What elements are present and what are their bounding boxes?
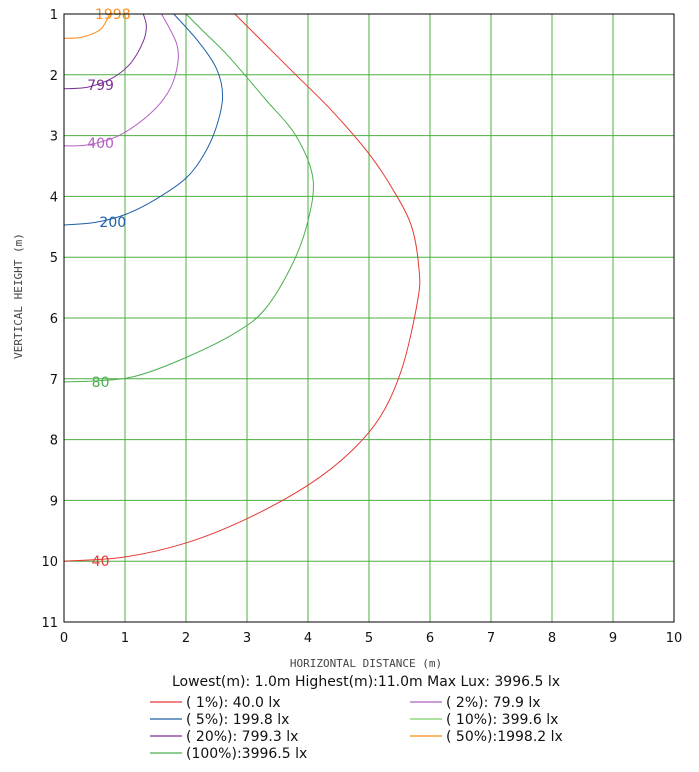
y-tick-label: 2 — [50, 69, 58, 84]
y-tick-label: 5 — [50, 251, 58, 266]
grid-lines — [64, 14, 674, 622]
y-tick-label: 8 — [50, 434, 58, 449]
isolux-curve-3 — [63, 13, 314, 383]
x-tick-labels: 0 1 2 3 4 5 6 7 8 9 10 — [60, 631, 682, 646]
isolux-label-3: 80 — [92, 375, 110, 391]
isolux-curve-2 — [63, 13, 147, 90]
summary-line: Lowest(m): 1.0m Highest(m):11.0m Max Lux… — [172, 674, 560, 690]
isolux-label-1: 200 — [99, 215, 126, 231]
isolux-label-2: 799 — [87, 78, 114, 94]
y-axis-title: VERTICAL HEIGHT (m) — [12, 233, 25, 359]
x-tick-label: 5 — [365, 631, 373, 646]
x-tick-label: 0 — [60, 631, 68, 646]
legend-item-label: ( 20%): 799.3 lx — [186, 729, 298, 745]
legend-item-label: ( 2%): 79.9 lx — [446, 695, 541, 711]
legend: ( 1%): 40.0 lx ( 2%): 79.9 lx ( 5%): 199.8… — [150, 695, 563, 762]
y-tick-label: 10 — [41, 555, 58, 570]
x-tick-label: 10 — [666, 631, 683, 646]
x-axis-title: HORIZONTAL DISTANCE (m) — [290, 657, 442, 670]
x-tick-label: 2 — [182, 631, 190, 646]
y-tick-label: 7 — [50, 373, 58, 388]
legend-item-label: ( 10%): 399.6 lx — [446, 712, 558, 728]
legend-item-label: ( 50%):1998.2 lx — [446, 729, 563, 745]
x-tick-label: 6 — [426, 631, 434, 646]
isolux-label-6: 1998 — [95, 7, 131, 23]
isolux-curves — [63, 13, 421, 562]
isolux-curve-1 — [63, 13, 224, 226]
isolux-curve-6 — [63, 13, 111, 39]
isolux-label-4: 400 — [87, 136, 114, 152]
x-tick-label: 4 — [304, 631, 312, 646]
y-tick-label: 1 — [50, 8, 58, 23]
y-tick-label: 9 — [50, 494, 58, 509]
y-tick-labels: 1 2 3 4 5 6 7 8 9 10 11 — [41, 8, 58, 631]
x-tick-label: 1 — [121, 631, 129, 646]
x-tick-label: 3 — [243, 631, 251, 646]
contour-labels: 40 200 799 80 400 1998 — [87, 7, 130, 570]
plot-frame — [63, 13, 675, 623]
x-tick-label: 7 — [487, 631, 495, 646]
y-tick-label: 4 — [50, 190, 58, 205]
x-tick-label: 8 — [548, 631, 556, 646]
isolux-label-0: 40 — [92, 554, 110, 570]
x-tick-label: 9 — [609, 631, 617, 646]
isolux-curve-0 — [63, 13, 421, 562]
legend-item-label: ( 1%): 40.0 lx — [186, 695, 281, 711]
y-tick-label: 11 — [41, 616, 58, 631]
y-tick-label: 3 — [50, 130, 58, 145]
legend-item-label: ( 5%): 199.8 lx — [186, 712, 289, 728]
legend-item-label: (100%):3996.5 lx — [186, 746, 307, 762]
isolux-curve-4 — [63, 13, 179, 147]
y-tick-label: 6 — [50, 312, 58, 327]
